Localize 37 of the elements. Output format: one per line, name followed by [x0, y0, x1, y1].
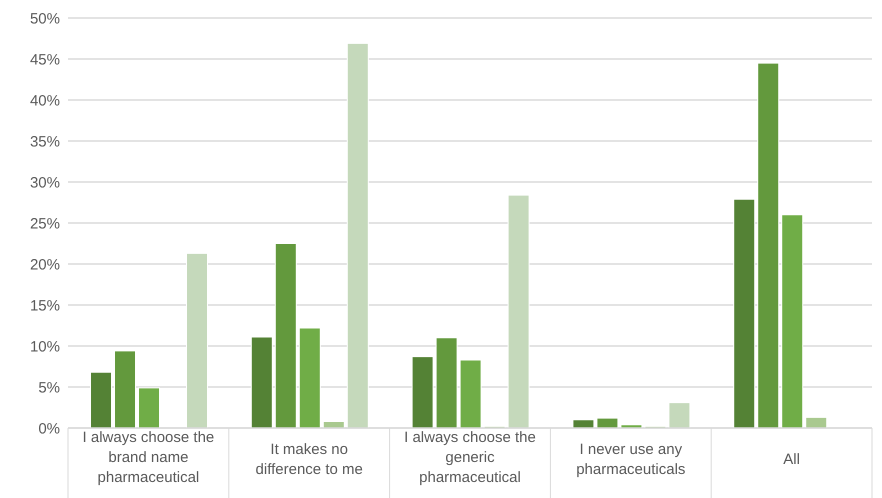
- y-tick-label: 5%: [38, 379, 60, 396]
- bar: [805, 416, 828, 428]
- bar: [508, 194, 530, 428]
- y-tick-label: 25%: [30, 215, 60, 232]
- y-tick-label: 40%: [30, 92, 60, 110]
- x-tick-label: I always choose the generic pharmaceutical: [404, 429, 536, 486]
- bar: [596, 418, 618, 428]
- bar: [781, 214, 804, 428]
- bar: [733, 198, 756, 428]
- y-tick-label: 45%: [30, 51, 60, 68]
- bar: [186, 252, 208, 428]
- y-tick-label: 0%: [38, 420, 60, 438]
- x-tick-label: I always choose the brand name pharmaceutical: [82, 429, 214, 486]
- x-tick-label: All: [783, 451, 800, 468]
- bar: [274, 243, 297, 428]
- bar: [90, 372, 112, 428]
- bar: [322, 420, 345, 428]
- y-tick-label: 20%: [30, 256, 60, 274]
- bar: [250, 336, 273, 428]
- x-tick-label: It makes no difference to me: [256, 441, 363, 478]
- bar: [668, 402, 690, 428]
- y-tick-label: 30%: [30, 174, 60, 192]
- bar: [572, 419, 594, 428]
- y-tick-label: 10%: [30, 338, 60, 356]
- x-tick-label: I never use any pharmaceuticals: [576, 441, 686, 478]
- bar: [620, 424, 642, 428]
- bar: [138, 387, 160, 428]
- bar: [114, 350, 136, 428]
- bar: [436, 337, 458, 428]
- bar: [298, 327, 321, 428]
- y-tick-label: 15%: [30, 297, 60, 314]
- bar: [460, 359, 482, 428]
- y-tick-label: 35%: [30, 133, 60, 150]
- bar: [757, 62, 780, 428]
- y-tick-label: 50%: [30, 10, 60, 28]
- bar: [346, 42, 369, 428]
- bar: [412, 356, 434, 428]
